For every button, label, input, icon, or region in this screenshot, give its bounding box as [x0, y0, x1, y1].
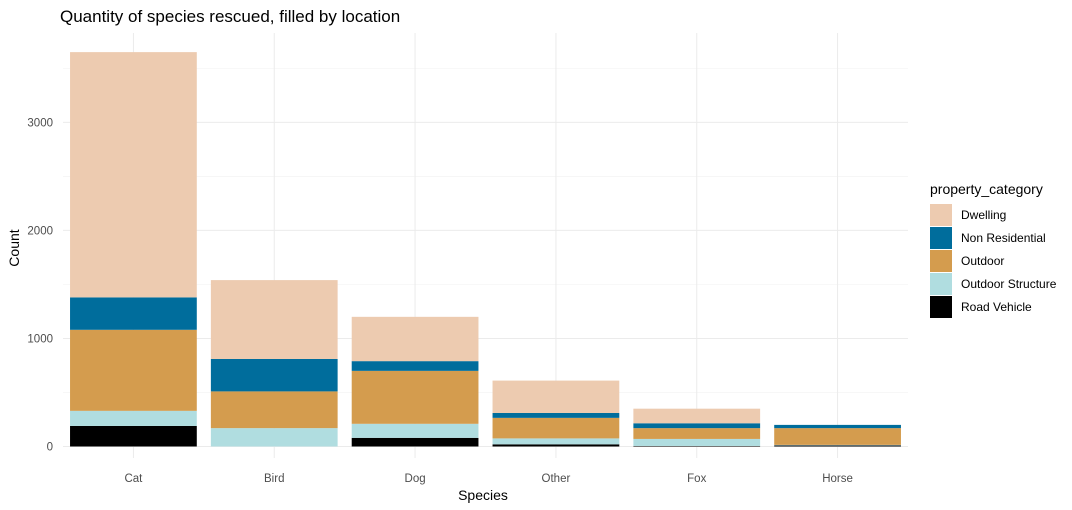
bar-fox-non-residential	[633, 423, 761, 429]
bar-fox-outdoor	[633, 428, 761, 439]
bar-dog-non-residential	[351, 361, 479, 371]
bar-other-outdoor-structure	[492, 438, 620, 445]
bar-cat-non-residential	[70, 297, 197, 330]
bar-cat-dwelling	[70, 52, 197, 298]
x-tick-label: Horse	[822, 473, 853, 485]
y-tick-label: 1000	[27, 333, 53, 345]
bar-horse-non-residential	[774, 424, 901, 429]
legend-label: Outdoor Structure	[961, 277, 1057, 291]
y-axis-title: Count	[6, 229, 22, 266]
bar-cat-outdoor	[70, 329, 197, 411]
x-tick-label: Fox	[687, 473, 706, 485]
legend-title: property_category	[930, 181, 1043, 197]
bar-bird-outdoor	[210, 391, 338, 429]
bar-other-road-vehicle	[492, 444, 620, 447]
bar-horse-outdoor-structure	[774, 444, 901, 446]
legend-swatch	[930, 204, 952, 226]
bar-fox-dwelling	[633, 408, 761, 424]
grid	[63, 33, 908, 458]
bar-cat-outdoor-structure	[70, 410, 197, 426]
x-tick-label: Cat	[124, 473, 143, 485]
x-axis-title: Species	[458, 487, 508, 503]
y-tick-label: 0	[47, 442, 53, 454]
bar-dog-road-vehicle	[351, 437, 479, 447]
legend-label: Road Vehicle	[961, 300, 1032, 314]
legend-label: Outdoor	[961, 254, 1004, 268]
bar-other-non-residential	[492, 413, 620, 418]
bar-fox-outdoor-structure	[633, 438, 761, 446]
bar-cat-road-vehicle	[70, 425, 197, 447]
y-tick-label: 3000	[27, 117, 53, 129]
bar-bird-dwelling	[210, 280, 338, 359]
bar-horse-road-vehicle	[774, 445, 901, 447]
legend-swatch	[930, 273, 952, 295]
legend-swatch	[930, 250, 952, 272]
chart-title: Quantity of species rescued, filled by l…	[60, 7, 400, 26]
bar-dog-outdoor-structure	[351, 423, 479, 438]
x-tick-label: Other	[542, 473, 571, 485]
x-tick-label: Bird	[264, 473, 284, 485]
x-axis-ticks: Cat Bird Dog Other Fox Horse	[124, 473, 852, 485]
bar-dog-outdoor	[351, 370, 479, 424]
bar-dog-dwelling	[351, 316, 479, 362]
bar-bird-outdoor-structure	[210, 428, 338, 447]
bar-other-dwelling	[492, 380, 620, 414]
y-tick-label: 2000	[27, 225, 53, 237]
y-axis-ticks: 0 1000 2000 3000	[27, 117, 53, 453]
bar-fox-road-vehicle	[633, 445, 761, 447]
x-tick-label: Dog	[405, 473, 426, 485]
bar-horse-outdoor	[774, 428, 901, 445]
legend-swatch	[930, 296, 952, 318]
bar-bird-non-residential	[210, 358, 338, 392]
bar-other-outdoor	[492, 417, 620, 439]
legend-label: Non Residential	[961, 231, 1046, 245]
legend: property_category Dwelling Non Residentia…	[930, 181, 1057, 318]
legend-swatch	[930, 227, 952, 249]
bars	[70, 52, 901, 447]
legend-label: Dwelling	[961, 208, 1006, 222]
